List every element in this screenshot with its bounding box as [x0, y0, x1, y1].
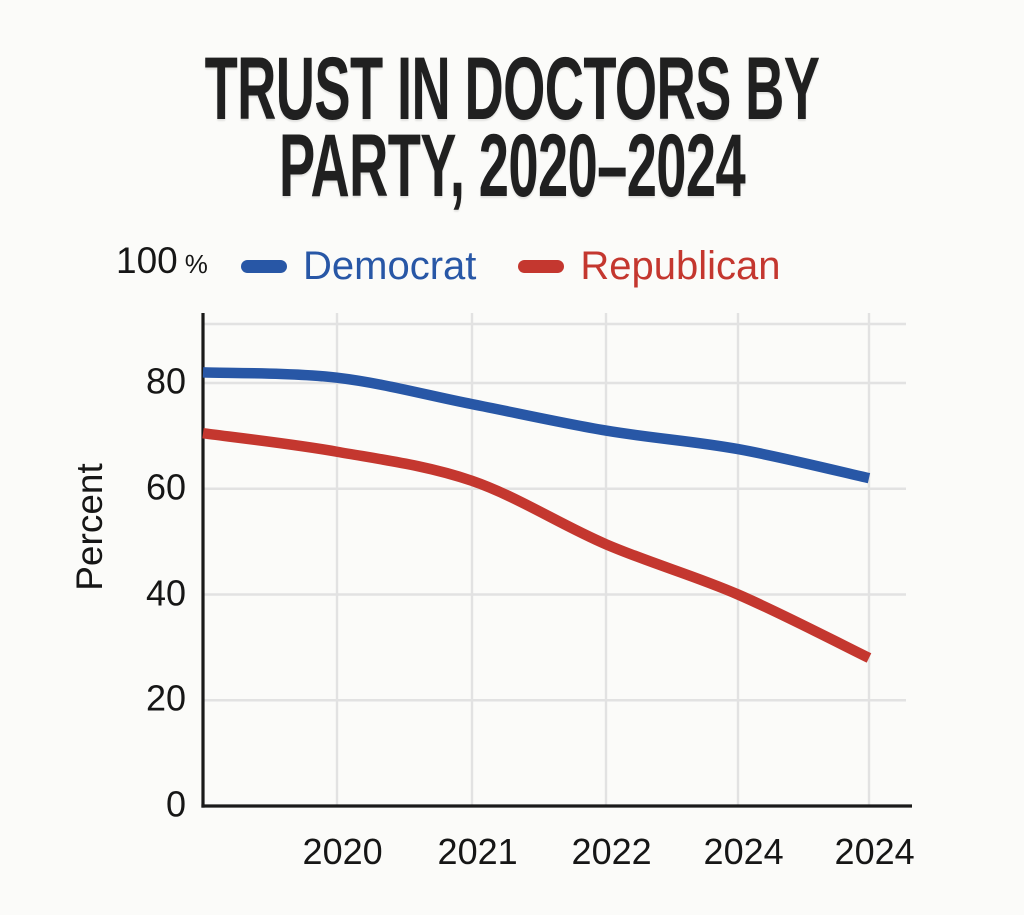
- y-tick-label: 40: [145, 571, 186, 613]
- legend-item-democrat: Democrat: [241, 246, 476, 286]
- y-tick-label: 0: [165, 783, 186, 825]
- x-tick-label: 2024: [834, 831, 915, 872]
- x-tick-label: 2022: [571, 831, 652, 872]
- legend: Democrat Republican: [241, 243, 781, 289]
- legend-item-republican: Republican: [518, 244, 781, 288]
- y-axis-top-tick-value: 100: [116, 240, 178, 281]
- democrat-line: [202, 367, 871, 484]
- democrat-dash-icon: [241, 259, 287, 273]
- percent-unit-label: %: [184, 249, 208, 279]
- legend-label-democrat: Democrat: [303, 244, 477, 288]
- y-tick-label: 80: [145, 360, 186, 402]
- chart-title-line1: TRUST IN DOCTORS BY: [204, 38, 820, 138]
- y-tick-label: 60: [145, 466, 186, 508]
- x-tick-label: 2021: [437, 831, 518, 872]
- chart-title-line2: PARTY, 2020–2024: [278, 115, 746, 215]
- chart-title: TRUST IN DOCTORS BY PARTY, 2020–2024: [200, 38, 825, 215]
- legend-label-republican: Republican: [580, 244, 781, 288]
- x-tick-label: 2020: [302, 831, 383, 872]
- y-axis-top-tick: 100%: [116, 240, 208, 282]
- x-tick-label: 2024: [703, 831, 784, 872]
- republican-line: [202, 428, 872, 663]
- y-tick-label: 20: [145, 677, 186, 719]
- republican-dash-icon: [518, 259, 565, 273]
